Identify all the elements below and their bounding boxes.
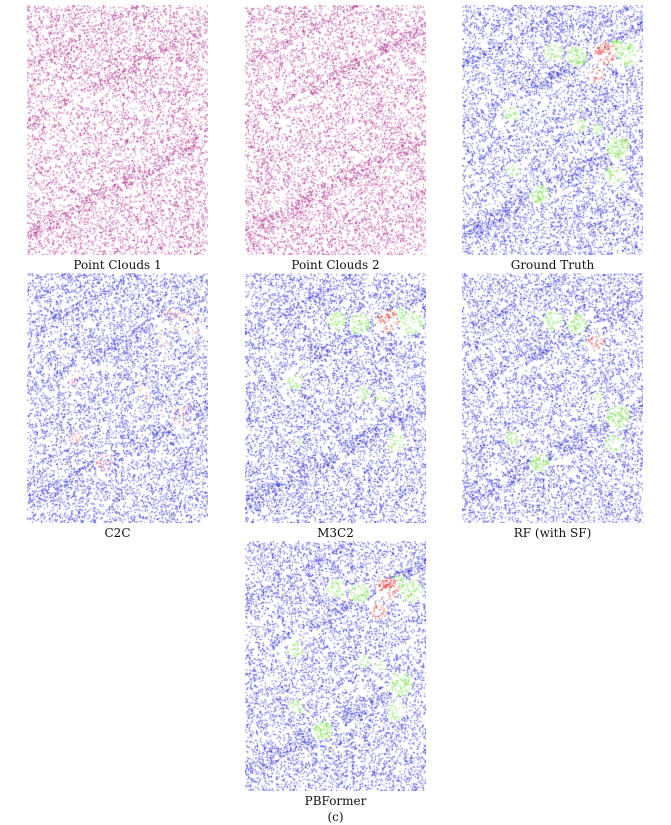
panel-point-clouds-2	[245, 5, 426, 255]
point-cloud-image	[245, 5, 426, 255]
caption-m3c2: M3C2	[317, 526, 354, 540]
caption-point-clouds-1: Point Clouds 1	[73, 258, 162, 272]
figure-label: (c)	[327, 810, 344, 824]
caption-point-clouds-2: Point Clouds 2	[291, 258, 380, 272]
change-map-image	[462, 5, 643, 255]
panel-c2c	[27, 273, 208, 523]
caption-c2c: C2C	[104, 526, 131, 540]
change-map-image	[27, 273, 208, 523]
change-map-image	[245, 541, 426, 791]
change-map-image	[245, 273, 426, 523]
caption-pbformer: PBFormer	[304, 794, 367, 808]
caption-rf-with-sf: RF (with SF)	[513, 526, 592, 540]
point-cloud-image	[27, 5, 208, 255]
panel-point-clouds-1	[27, 5, 208, 255]
caption-ground-truth: Ground Truth	[510, 258, 595, 272]
panel-pbformer	[245, 541, 426, 791]
panel-ground-truth	[462, 5, 643, 255]
panel-rf-with-sf	[462, 273, 643, 523]
panel-m3c2	[245, 273, 426, 523]
change-map-image	[462, 273, 643, 523]
